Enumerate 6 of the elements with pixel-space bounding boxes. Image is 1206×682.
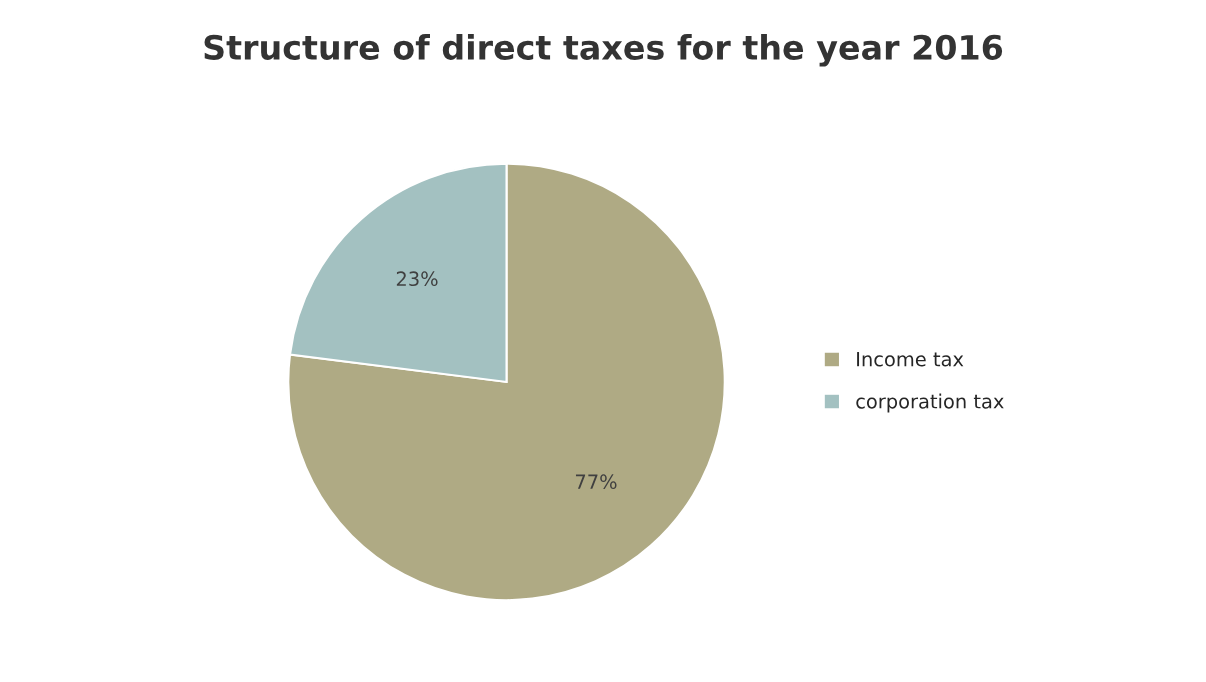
legend-label: corporation tax	[856, 393, 1004, 413]
legend-label: Income tax	[857, 352, 964, 367]
data-label: 23%	[396, 271, 438, 287]
pie-slice	[287, 162, 726, 602]
data-label: 77%	[575, 474, 617, 490]
chart-title: Structure of direct taxes for the year 2016	[204, 34, 1003, 67]
